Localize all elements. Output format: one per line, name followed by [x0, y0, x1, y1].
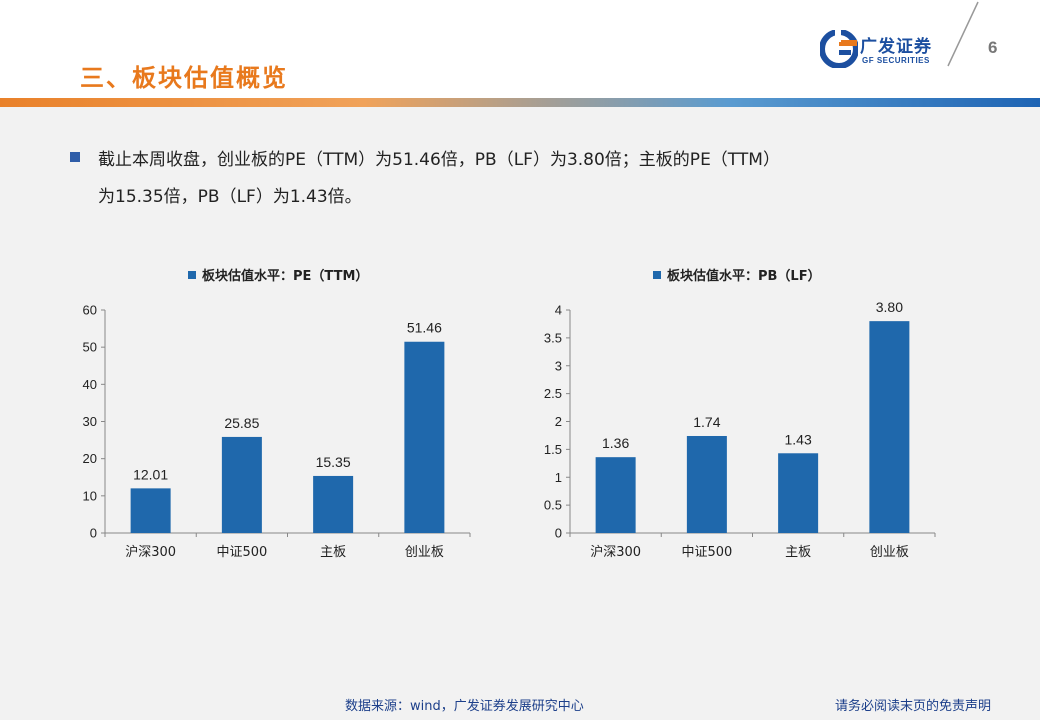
x-category-label: 中证500: [681, 545, 732, 560]
logo-chinese-name: 广发证券: [860, 37, 932, 57]
x-category-label: 沪深300: [125, 544, 176, 560]
bullet-square-icon: [70, 152, 80, 162]
bar-value-label: 1.43: [785, 431, 812, 447]
brand-logo: 广发证券 GF SECURITIES: [819, 29, 950, 74]
y-tick-label: 4: [555, 303, 562, 318]
chart-legend: 板块估值水平：PB（LF）: [653, 268, 821, 284]
legend-swatch: [653, 271, 661, 279]
y-tick-label: 0: [555, 526, 562, 541]
bar-3: [404, 341, 445, 533]
legend-swatch: [188, 271, 196, 279]
data-source-note: 数据来源：wind，广发证券发展研究中心: [345, 699, 584, 714]
y-tick-label: 0: [90, 526, 97, 541]
bar-1: [221, 436, 262, 533]
bar-value-label: 12.01: [133, 466, 168, 482]
pb-chart: 板块估值水平：PB（LF） 0 0.5 1 1.5 2 2.5 3 3.5 4 1.36 沪深300 1…: [525, 255, 965, 575]
bar-0: [130, 488, 171, 533]
y-tick-label: 3.5: [544, 330, 562, 345]
gf-logo-icon: [819, 29, 859, 69]
pb-chart-svg: 板块估值水平：PB（LF） 0 0.5 1 1.5 2 2.5 3 3.5 4 1.36 沪深300 1…: [544, 268, 936, 560]
y-tick-label: 0.5: [544, 498, 562, 513]
slide-content-area: [0, 107, 1040, 720]
bar-0: [595, 457, 636, 533]
chart-legend: 板块估值水平：PE（TTM）: [188, 268, 368, 284]
y-tick-label: 1.5: [544, 442, 562, 457]
header-color-band: [0, 98, 1040, 107]
x-category-label: 主板: [785, 545, 811, 560]
bar-3: [869, 321, 910, 533]
bar-2: [778, 453, 819, 533]
bar-value-label: 51.46: [407, 320, 442, 336]
page-title: 三、板块估值概览: [80, 64, 288, 92]
legend-label: 板块估值水平：PB（LF）: [667, 268, 821, 284]
pe-chart-svg: 板块估值水平：PE（TTM） 0 10 20 30 40 50 60 12.01 沪深300 25.…: [83, 268, 471, 560]
y-tick-label: 60: [83, 303, 97, 318]
y-tick-label: 3: [555, 358, 562, 373]
bar-1: [686, 435, 727, 533]
summary-line-1: 截止本周收盘，创业板的PE（TTM）为51.46倍，PB（LF）为3.80倍；主…: [98, 150, 780, 170]
x-category-label: 创业板: [405, 545, 444, 560]
y-tick-label: 1: [555, 470, 562, 485]
x-category-label: 创业板: [870, 545, 909, 560]
legend-label: 板块估值水平：PE（TTM）: [202, 268, 368, 284]
y-tick-label: 2: [555, 414, 562, 429]
summary-line-2: 为15.35倍，PB（LF）为1.43倍。: [98, 187, 362, 207]
bar-value-label: 1.36: [602, 435, 629, 451]
disclaimer-link[interactable]: 请务必阅读末页的免责声明: [835, 699, 992, 714]
pe-chart: 板块估值水平：PE（TTM） 0 10 20 30 40 50 60 12.01 沪深300 25.…: [60, 255, 500, 575]
bar-value-label: 25.85: [224, 415, 259, 431]
x-category-label: 主板: [320, 545, 346, 560]
slide-header: 三、板块估值概览 广发证券 GF SECURITIES 6: [0, 0, 1040, 110]
bar-value-label: 15.35: [316, 454, 351, 470]
x-category-label: 中证500: [216, 545, 267, 560]
y-tick-label: 40: [83, 377, 97, 392]
bar-2: [313, 475, 354, 533]
y-tick-label: 20: [83, 451, 97, 466]
summary-paragraph: 截止本周收盘，创业板的PE（TTM）为51.46倍，PB（LF）为3.80倍；主…: [98, 142, 958, 216]
y-tick-label: 30: [83, 414, 97, 429]
logo-english-name: GF SECURITIES: [862, 56, 930, 65]
page-number: 6: [988, 38, 998, 57]
x-category-label: 沪深300: [590, 544, 641, 560]
bar-value-label: 1.74: [693, 414, 720, 430]
y-tick-label: 50: [83, 340, 97, 355]
y-tick-label: 2.5: [544, 386, 562, 401]
bar-value-label: 3.80: [876, 299, 903, 315]
y-tick-label: 10: [83, 488, 97, 503]
header-divider-slash: [947, 1, 979, 67]
